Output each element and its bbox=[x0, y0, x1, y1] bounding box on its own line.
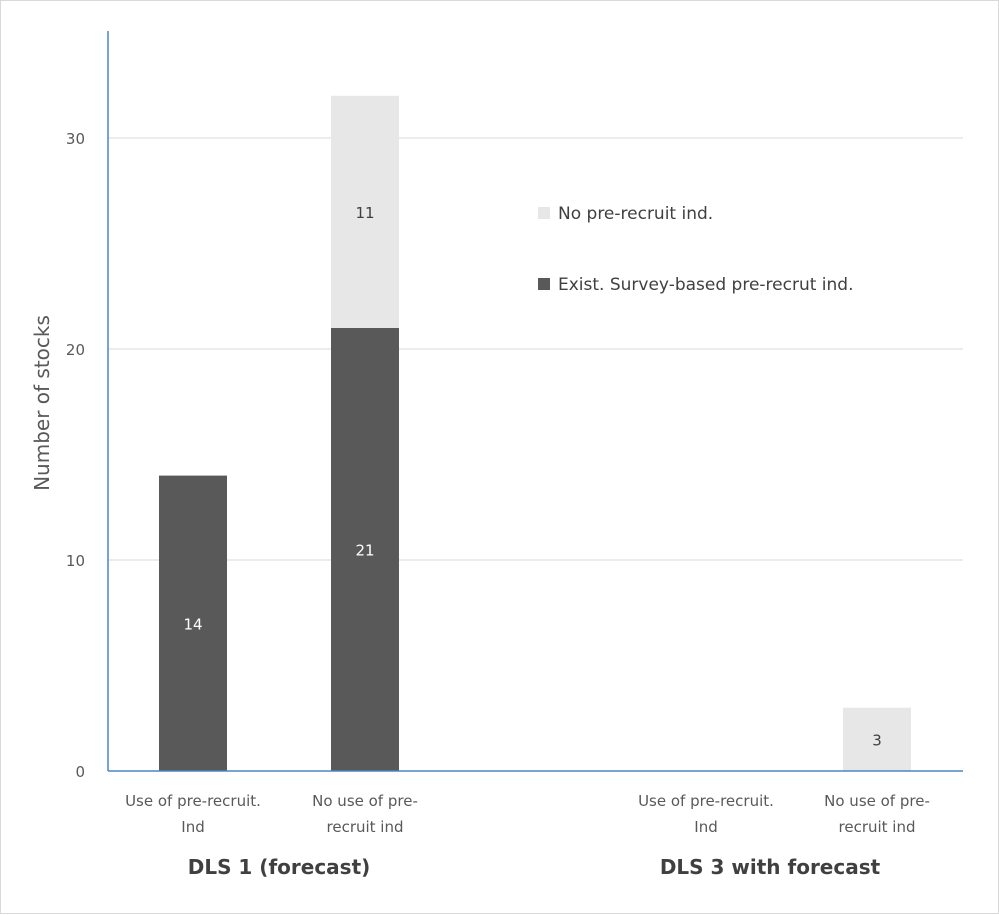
x-category-label: Use of pre-recruit. Ind bbox=[638, 792, 774, 836]
y-tick-label: 20 bbox=[66, 341, 85, 359]
bars bbox=[159, 95, 911, 771]
labels: 0 10 20 30 14 21 11 3 Use of pre-recruit. Ind No u… bbox=[66, 130, 930, 879]
legend: No pre-recruit ind. Exist. Survey-based p… bbox=[538, 204, 854, 295]
x-category-label: Use of pre-recruit. Ind bbox=[125, 792, 261, 836]
y-tick-label: 10 bbox=[66, 552, 85, 570]
bar-data-label: 11 bbox=[355, 204, 374, 222]
x-group-label: DLS 3 with forecast bbox=[660, 855, 881, 879]
y-axis-title: Number of stocks bbox=[30, 315, 54, 491]
legend-swatch bbox=[538, 207, 550, 219]
bar-segment bbox=[331, 327, 399, 771]
bar-segment bbox=[331, 95, 399, 328]
axes bbox=[107, 31, 963, 772]
y-tick-label: 30 bbox=[66, 130, 85, 148]
x-category-label: No use of pre-recruit ind bbox=[824, 792, 930, 836]
legend-label: No pre-recruit ind. bbox=[558, 204, 713, 224]
bar-data-label: 14 bbox=[183, 615, 202, 633]
bar-data-label: 3 bbox=[872, 731, 882, 749]
bar-data-label: 21 bbox=[355, 541, 374, 559]
gridlines bbox=[108, 137, 963, 561]
x-category-label: No use of pre-recruit ind bbox=[312, 792, 418, 836]
bar-segment bbox=[159, 475, 227, 771]
legend-label: Exist. Survey-based pre-recrut ind. bbox=[558, 275, 854, 295]
x-group-label: DLS 1 (forecast) bbox=[188, 855, 371, 879]
legend-swatch bbox=[538, 278, 550, 290]
bar-segment bbox=[843, 707, 911, 771]
y-tick-label: 0 bbox=[75, 763, 85, 781]
